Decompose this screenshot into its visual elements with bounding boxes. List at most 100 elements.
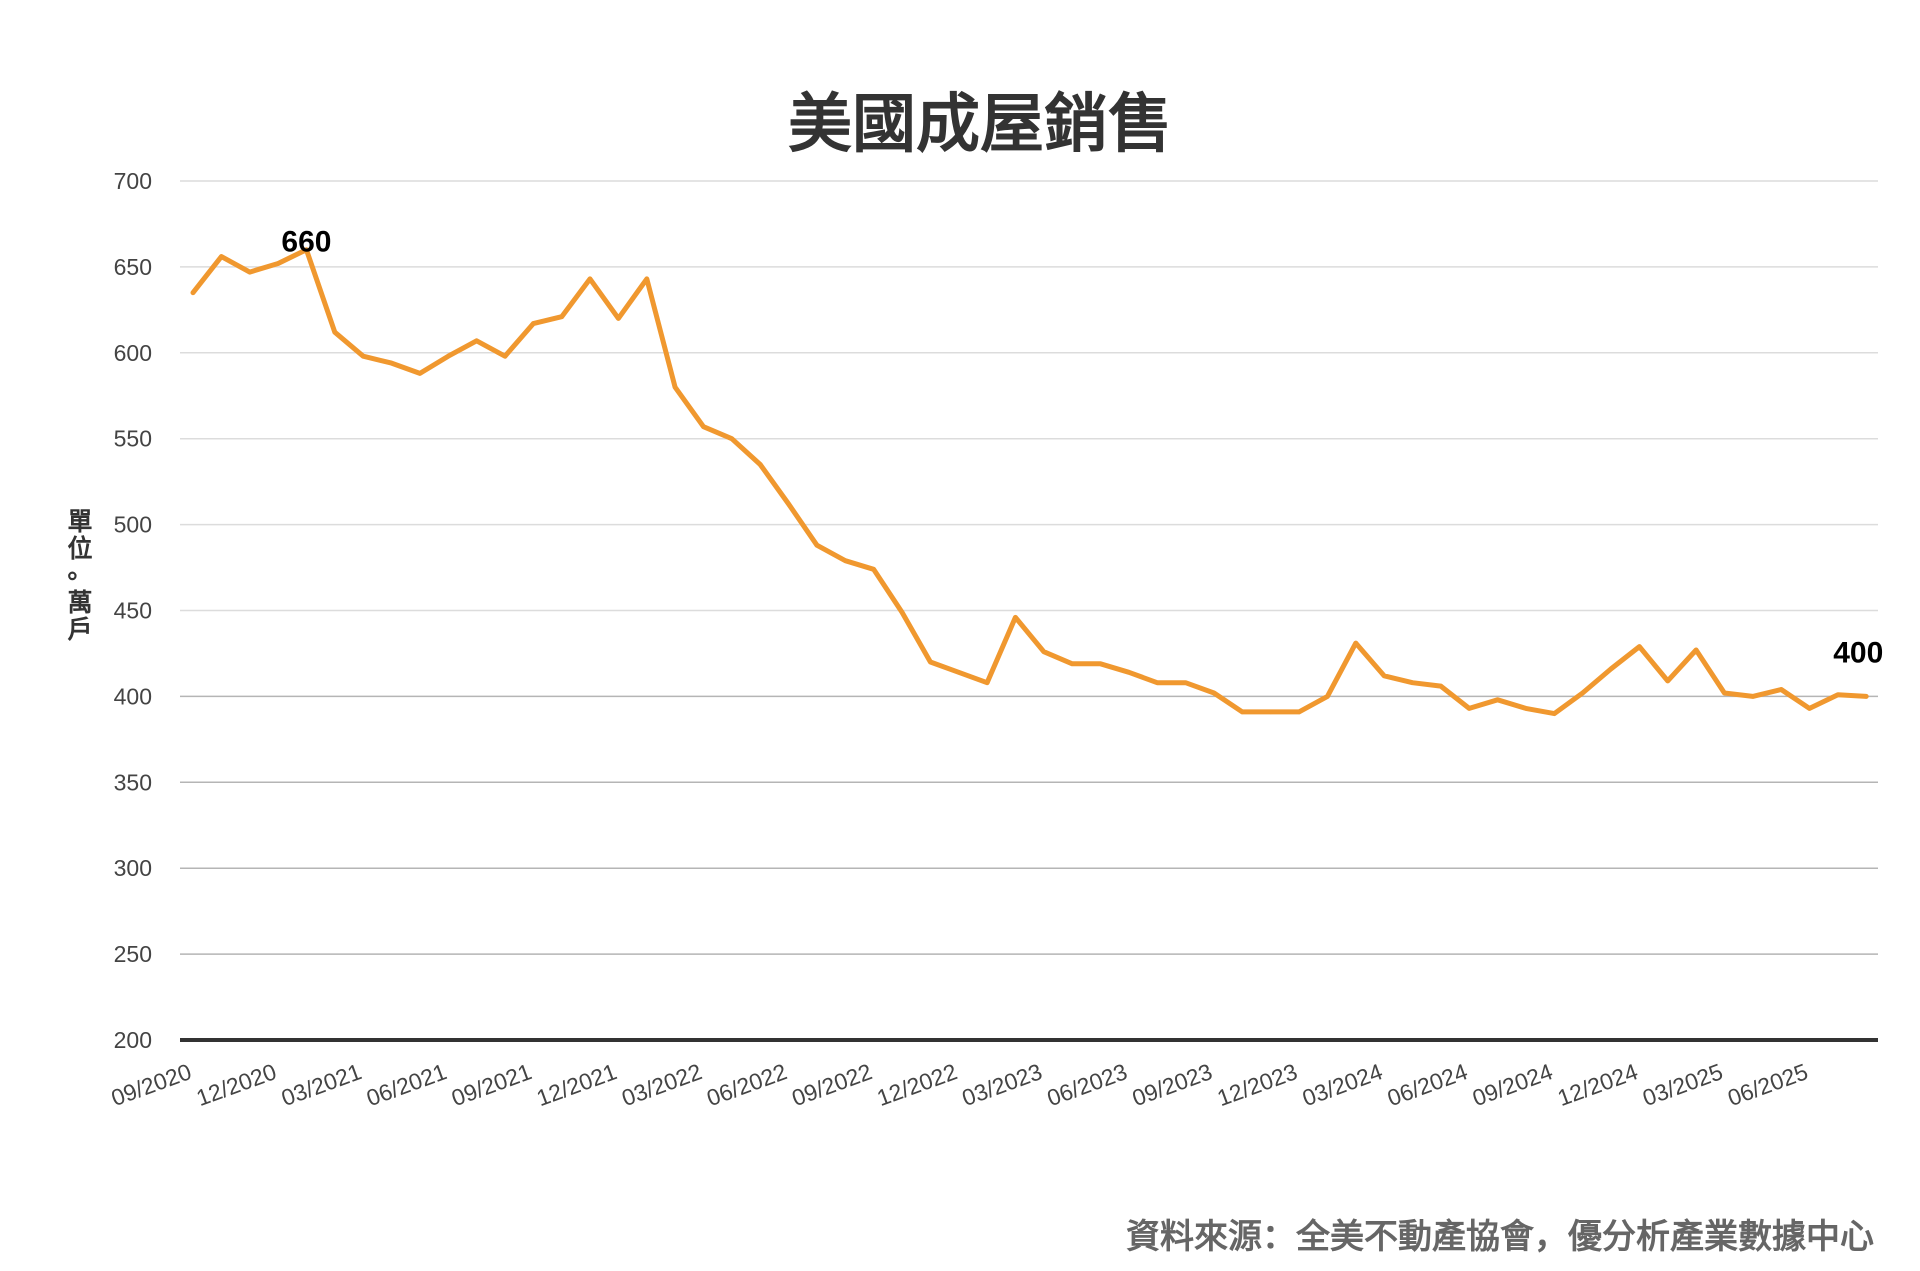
data-point [814,543,820,548]
y-tick-label: 500 [114,512,152,538]
y-tick-label: 300 [114,855,152,881]
y-axis-label-char: 位 [67,534,92,563]
x-tick-label: 09/2022 [788,1058,875,1111]
y-axis-ticks: 700 650 600 550 500 450 400 350 300 250 200 [114,168,152,1053]
data-point [1070,661,1075,666]
data-label: 400 [1833,636,1883,669]
data-point [1381,673,1387,678]
x-tick-label: 06/2025 [1724,1058,1811,1111]
data-point [219,254,224,259]
data-point [1807,706,1812,711]
data-point [758,462,763,467]
data-point [1240,709,1245,715]
data-point [1211,690,1217,696]
y-axis-label-char: 單 [67,507,92,536]
annotations: 660 400 [281,226,1883,670]
y-tick-label: 350 [114,769,152,795]
y-axis-label-char: 。 [67,555,92,584]
y-tick-label: 600 [114,340,152,366]
data-point [502,354,508,359]
x-tick-label: 03/2022 [618,1058,705,1111]
x-tick-label: 12/2024 [1554,1058,1641,1111]
data-point [843,558,848,563]
y-axis-label-char: 萬 [67,588,92,617]
data-point [531,321,536,326]
data-point [1438,683,1444,689]
data-point [1041,649,1047,654]
data-point [190,290,196,295]
y-axis-label: 單位。萬戶 [67,507,92,644]
data-point [1580,690,1585,696]
y-tick-label: 450 [114,598,152,624]
x-tick-label: 03/2023 [958,1058,1045,1111]
data-point [1013,615,1018,620]
data-point [275,261,281,266]
x-tick-label: 12/2020 [193,1058,280,1111]
data-point [1495,697,1500,702]
x-tick-label: 06/2022 [703,1058,790,1111]
x-tick-label: 09/2023 [1129,1058,1216,1111]
data-point [304,247,309,252]
x-tick-label: 09/2024 [1469,1058,1556,1111]
data-point [1523,706,1529,711]
data-point [1665,678,1670,684]
x-axis-ticks: 09/202012/202003/202106/202109/202112/20… [108,1058,1812,1111]
y-tick-label: 400 [114,683,152,709]
data-point [247,269,252,275]
gridlines [180,180,1878,1042]
data-point [956,670,961,675]
y-tick-label: 200 [114,1027,152,1053]
data-point [672,385,678,390]
data-point [1552,711,1557,716]
x-tick-label: 12/2022 [873,1058,960,1111]
data-point [417,371,423,376]
source-note: 資料來源：全美不動產協會，優分析產業數據中心 [1126,1217,1874,1257]
series-layer [190,247,1869,717]
data-point [1183,680,1188,685]
chart-title: 美國成屋銷售 [788,88,1172,162]
x-tick-label: 09/2020 [108,1058,195,1111]
data-point [474,338,479,343]
data-point [1637,644,1642,649]
data-point [729,436,734,441]
data-point [446,354,451,359]
data-point [1410,680,1415,685]
data-point [559,314,564,319]
data-point [871,567,876,572]
data-point [1608,666,1614,672]
y-axis-label-char: 戶 [67,615,92,644]
y-tick-label: 650 [114,254,152,280]
data-point [1296,709,1302,715]
data-point [587,276,593,282]
data-point [786,501,791,507]
data-point [361,354,366,359]
data-point [984,680,990,685]
x-tick-label: 12/2023 [1214,1058,1301,1111]
data-point [701,424,706,429]
x-tick-label: 03/2025 [1639,1058,1726,1111]
data-point [332,330,337,335]
x-tick-label: 09/2021 [448,1058,535,1111]
data-point [1750,694,1756,699]
x-tick-label: 03/2024 [1299,1058,1386,1111]
data-point [1467,706,1472,711]
y-tick-label: 250 [114,941,152,967]
data-point [1268,709,1273,715]
x-tick-label: 06/2023 [1044,1058,1131,1111]
data-point [1098,661,1103,666]
data-point [1835,692,1841,697]
data-point [1126,670,1132,675]
x-tick-label: 03/2021 [278,1058,365,1111]
series-line [190,247,1869,717]
data-point [1693,647,1699,653]
y-tick-label: 700 [114,168,152,194]
data-point [1722,690,1727,696]
data-point [389,360,394,366]
data-point [1864,694,1869,699]
data-point [644,276,649,282]
data-point [1325,694,1330,699]
data-point [616,316,621,321]
data-label: 660 [281,226,331,259]
data-point [1353,640,1359,646]
